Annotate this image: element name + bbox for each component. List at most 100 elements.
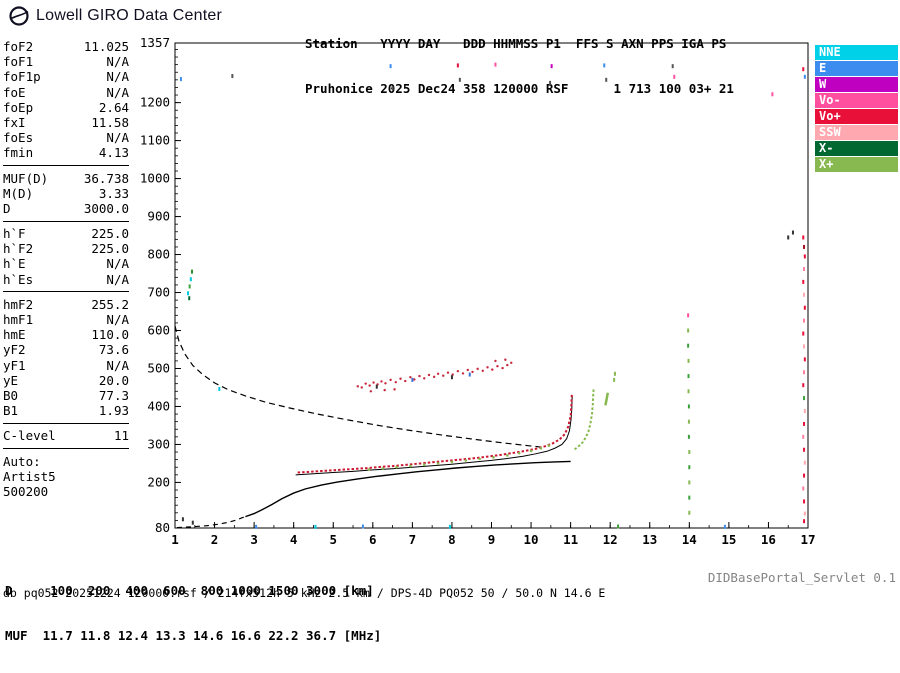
auto-label: Auto:: [3, 453, 41, 469]
y-tick-label: 600: [147, 323, 170, 338]
param-value: 11.58: [91, 114, 129, 130]
true-height-profile: [245, 460, 571, 518]
x-mode-streak: [604, 392, 610, 406]
separator: [3, 448, 129, 449]
y-tick-label: 900: [147, 209, 170, 224]
x-tick-label: 17: [800, 532, 815, 547]
param-value: N/A: [106, 54, 129, 70]
parameter-panel: foF2 11.025 foF1 N/A foF1p N/A foE N/A foEp 2.64 f…: [3, 39, 129, 499]
y-axis: 80 200 300 400 500 600 700 800 900 1000 1100 1200 13…: [140, 36, 181, 535]
param-label: yE: [3, 372, 19, 388]
param-yf1: yF1 N/A: [3, 358, 129, 373]
param-label: h`F: [3, 226, 26, 242]
param-foes: foEs N/A: [3, 130, 129, 145]
param-value: 225.0: [91, 241, 129, 257]
param-value: 1.93: [98, 403, 129, 419]
muf-table: D 100 200 400 600 800 1000 1500 3000 [km…: [5, 553, 381, 673]
param-value: 36.738: [83, 170, 129, 186]
param-label: hmE: [3, 327, 26, 343]
param-label: fmin: [3, 145, 34, 161]
param-label: foEp: [3, 99, 34, 115]
y-tick-label: 200: [147, 474, 170, 489]
param-d: D 3000.0: [3, 201, 129, 216]
x-tick-label: 2: [211, 532, 219, 547]
param-value: 20.0: [98, 372, 129, 388]
param-value: N/A: [106, 256, 129, 272]
servlet-version-label: DIDBasePortal_Servlet 0.1: [707, 570, 896, 585]
param-value: N/A: [106, 312, 129, 327]
legend-item-x: X-: [815, 141, 898, 156]
muf-table-muf-row: MUF 11.7 11.8 12.4 13.3 14.6 16.6 22.2 3…: [5, 628, 382, 643]
param-label: D: [3, 200, 11, 216]
param-fof1: foF1 N/A: [3, 54, 129, 69]
param-hmf1: hmF1 N/A: [3, 312, 129, 327]
param-md: M(D) 3.33: [3, 186, 129, 201]
param-fof1p: foF1p N/A: [3, 69, 129, 84]
param-fof2: foF2 11.025: [3, 39, 129, 54]
param-hmf2: hmF2 255.2: [3, 297, 129, 312]
param-label: foF1p: [3, 69, 41, 85]
param-foep: foEp 2.64: [3, 100, 129, 115]
param-label: hmF1: [3, 312, 34, 327]
direction-legend: NNE E W Vo- Vo+ SSW X- X+: [815, 45, 898, 173]
param-value: N/A: [106, 84, 129, 100]
y-tick-label: 800: [147, 247, 170, 262]
param-fmin: fmin 4.13: [3, 145, 129, 160]
x-tick-label: 11: [563, 532, 578, 547]
param-label: MUF(D): [3, 170, 49, 186]
param-label: B0: [3, 387, 19, 403]
param-label: h`E: [3, 256, 26, 272]
param-he: h`E N/A: [3, 256, 129, 271]
param-clevel: C-level 11: [3, 428, 129, 443]
legend-item-vo: Vo-: [815, 93, 898, 108]
o-mode-echo-trace: [297, 394, 573, 474]
auto-label: Artist5: [3, 468, 56, 484]
x-tick-label: 5: [329, 532, 337, 547]
y-tick-label: 1100: [140, 133, 170, 148]
logo-text: Lowell GIRO Data Center: [36, 7, 223, 24]
y-tick-label: 80: [155, 520, 170, 535]
param-value: 73.6: [98, 342, 129, 358]
param-value: N/A: [106, 69, 129, 85]
separator: [3, 291, 129, 293]
param-hme: hmE 110.0: [3, 327, 129, 342]
x-tick-label: 9: [488, 532, 496, 547]
separator: [3, 165, 129, 166]
x-mode-asymptote: [573, 389, 595, 451]
y-tick-label: 1200: [140, 95, 170, 110]
x-axis: 1 2 3 4 5 6 7 8 9 10 11 12 13 14 15 16 17: [171, 522, 816, 547]
x-tick-label: 8: [448, 532, 456, 547]
param-value: 110.0: [91, 327, 129, 343]
param-value: 11: [113, 428, 129, 444]
param-value: N/A: [106, 271, 129, 287]
x-tick-label: 12: [603, 532, 618, 547]
param-label: hmF2: [3, 296, 34, 312]
param-value: 2.64: [98, 99, 129, 115]
param-label: foEs: [3, 130, 34, 146]
param-value: 3000.0: [83, 200, 129, 216]
o-trace-fit: [295, 395, 573, 476]
x-tick-label: 15: [721, 532, 736, 547]
x-tick-label: 1: [171, 532, 179, 547]
x-tick-label: 4: [290, 532, 298, 547]
param-label: yF2: [3, 342, 26, 358]
y-tick-label: 1357: [140, 36, 170, 50]
separator: [3, 422, 129, 424]
param-hf2: h`F2 225.0: [3, 241, 129, 256]
lowell-giro-logo: Lowell GIRO Data Center: [8, 5, 222, 27]
param-label: C-level: [3, 428, 56, 444]
legend-item-w: W: [815, 77, 898, 92]
x-tick-label: 10: [524, 532, 539, 547]
auto-label: 500200: [3, 483, 49, 499]
y-tick-label: 700: [147, 285, 170, 300]
x-mode-echo-flat: [367, 444, 551, 471]
param-b1: B1 1.93: [3, 403, 129, 418]
param-value: 77.3: [98, 387, 129, 403]
station-header-row2: Pruhonice 2025 Dec24 358 120000 RSF 1 71…: [305, 81, 734, 96]
param-yf2: yF2 73.6: [3, 342, 129, 357]
param-value: 11.025: [83, 39, 129, 54]
param-b0: B0 77.3: [3, 388, 129, 403]
y-tick-label: 300: [147, 436, 170, 451]
muf-table-d-row: D 100 200 400 600 800 1000 1500 3000 [km…: [5, 583, 374, 598]
param-label: foE: [3, 84, 26, 100]
